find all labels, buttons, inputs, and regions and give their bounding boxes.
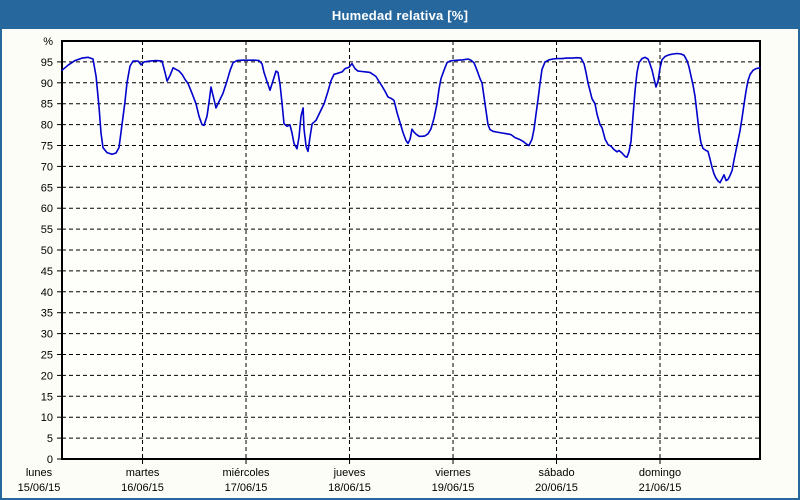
x-day-name-label: martes — [126, 467, 160, 479]
y-axis-label: 5 — [47, 433, 53, 445]
y-axis-label: 95 — [41, 57, 53, 69]
humidity-line — [61, 52, 761, 184]
y-axis-label: 70 — [41, 161, 53, 173]
y-axis-label: 65 — [41, 182, 53, 194]
chart-title-bar: Humedad relativa [%] — [2, 2, 798, 29]
y-axis-label: 85 — [41, 99, 53, 111]
x-day-name-label: sábado — [538, 467, 574, 479]
y-axis-label: 20 — [41, 370, 53, 382]
y-axis-label: 25 — [41, 350, 53, 362]
x-day-date-label: 19/06/15 — [432, 482, 475, 494]
y-axis-label: 0 — [47, 454, 53, 466]
x-day-date-label: 21/06/15 — [639, 482, 682, 494]
y-axis-label: 45 — [41, 266, 53, 278]
y-axis-label: 50 — [41, 245, 53, 257]
y-axis-label: 30 — [41, 329, 53, 341]
x-day-date-label: 20/06/15 — [535, 482, 578, 494]
y-axis-label: 60 — [41, 203, 53, 215]
y-axis-label: 15 — [41, 391, 53, 403]
plot-area — [62, 41, 760, 459]
y-axis-label: 10 — [41, 412, 53, 424]
y-axis-label: 40 — [41, 287, 53, 299]
x-day-date-label: 18/06/15 — [328, 482, 371, 494]
y-axis-label: 80 — [41, 120, 53, 132]
y-axis-label: 75 — [41, 141, 53, 153]
x-day-name-label: lunes — [26, 467, 53, 479]
x-day-name-label: jueves — [333, 467, 366, 479]
y-axis-label: 90 — [41, 78, 53, 90]
y-axis-unit: % — [43, 36, 53, 48]
x-day-name-label: viernes — [435, 467, 471, 479]
x-day-date-label: 16/06/15 — [121, 482, 164, 494]
x-day-date-label: 17/06/15 — [225, 482, 268, 494]
x-day-date-label: 15/06/15 — [18, 482, 61, 494]
x-day-name-label: miércoles — [222, 467, 270, 479]
chart-title: Humedad relativa [%] — [331, 8, 469, 23]
humidity-chart: 0 5 10 15 20 25 30 35 40 45 50 55 60 65 70 75 80 85 90 95% l… — [18, 36, 761, 494]
x-day-name-label: domingo — [639, 467, 681, 479]
plot-frame — [61, 40, 761, 460]
y-axis-label: 55 — [41, 224, 53, 236]
y-axis-label: 35 — [41, 308, 53, 320]
